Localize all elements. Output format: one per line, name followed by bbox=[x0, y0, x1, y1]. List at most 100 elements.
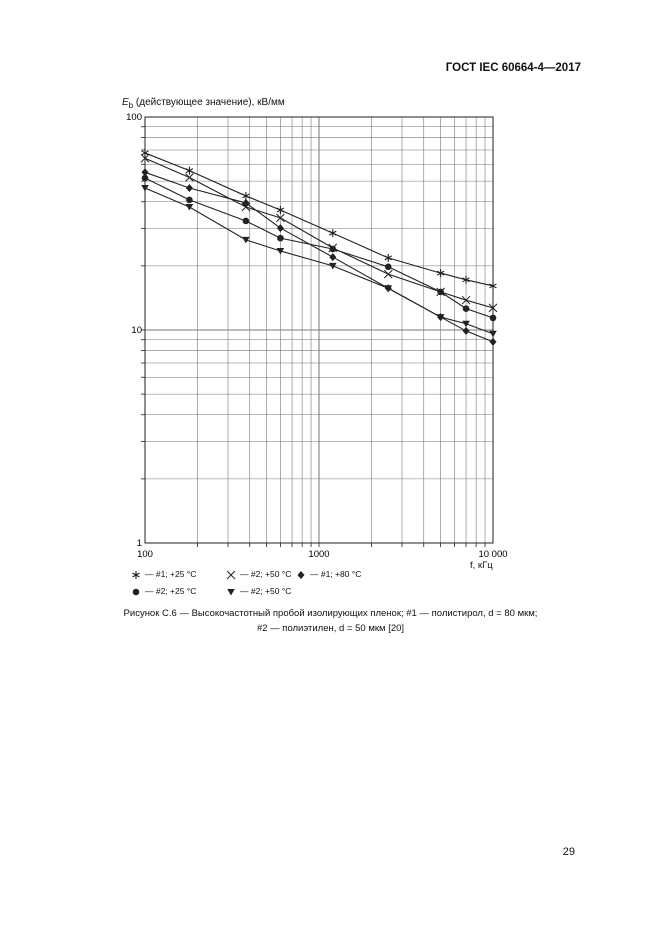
x-stroke bbox=[488, 303, 498, 313]
legend-marker-x-icon bbox=[226, 570, 236, 580]
legend-marker bbox=[132, 570, 140, 579]
legend-marker-diamond-icon bbox=[297, 570, 305, 579]
star-stroke bbox=[185, 168, 194, 174]
data-point-x bbox=[461, 295, 471, 305]
data-point-diamond bbox=[185, 184, 193, 193]
data-point-star bbox=[141, 148, 149, 157]
legend-marker bbox=[226, 570, 236, 580]
y-tick-label: 100 bbox=[126, 112, 142, 123]
triangle-shape bbox=[489, 330, 497, 338]
data-point-x bbox=[383, 269, 393, 279]
standard-header: ГОСТ IEC 60664-4—2017 bbox=[445, 62, 581, 74]
legend-marker-circle-icon bbox=[132, 588, 140, 596]
legend-marker-triangle-down-icon bbox=[227, 588, 235, 596]
diamond-shape bbox=[329, 253, 337, 262]
data-point-diamond bbox=[141, 168, 149, 177]
data-point-x bbox=[185, 173, 194, 182]
y-label-text: (действующее значение), кВ/мм bbox=[133, 97, 285, 108]
triangle-shape bbox=[227, 588, 235, 596]
data-point-circle bbox=[277, 234, 284, 242]
triangle-shape bbox=[276, 247, 285, 255]
legend-item: — #2; +50 °C bbox=[225, 586, 291, 597]
data-point-star bbox=[462, 275, 470, 284]
data-point-diamond bbox=[242, 198, 250, 207]
data-point-triangle-down bbox=[141, 185, 149, 192]
diamond-shape bbox=[462, 326, 470, 335]
legend-marker bbox=[227, 588, 235, 596]
caption-line-2: #2 — полиэтилен, d = 50 мкм [20] bbox=[256, 623, 405, 634]
legend-label: — #2; +50 °C bbox=[240, 569, 292, 579]
figure-caption: Рисунок С.6 — Высокочастотный пробой изо… bbox=[0, 606, 661, 636]
legend-marker-star-icon bbox=[132, 570, 140, 579]
data-point-circle bbox=[462, 305, 470, 312]
x-stroke bbox=[226, 570, 236, 580]
diamond-shape bbox=[185, 184, 193, 193]
x-stroke bbox=[185, 173, 194, 182]
y-tick-label: 10 bbox=[131, 325, 142, 336]
data-point-diamond bbox=[329, 253, 337, 262]
triangle-shape bbox=[328, 262, 337, 270]
data-point-star bbox=[185, 166, 194, 175]
legend-label: — #1; +80 °C bbox=[310, 569, 362, 579]
data-point-x bbox=[140, 153, 150, 163]
legend-label: — #1; +25 °C bbox=[145, 569, 197, 579]
data-point-triangle-down bbox=[462, 320, 470, 328]
caption-line-1: Рисунок С.6 — Высокочастотный пробой изо… bbox=[123, 608, 538, 619]
star-stroke bbox=[276, 207, 285, 213]
legend-item: — #1; +80 °C bbox=[295, 569, 361, 580]
circle-shape bbox=[132, 588, 140, 596]
circle-shape bbox=[329, 245, 337, 253]
triangle-shape bbox=[185, 203, 194, 211]
triangle-shape bbox=[141, 185, 149, 192]
circle-shape bbox=[489, 314, 497, 322]
star-stroke bbox=[384, 255, 392, 261]
x-stroke bbox=[140, 153, 150, 163]
data-point-triangle-down bbox=[242, 236, 250, 244]
diamond-shape bbox=[242, 198, 250, 207]
legend-marker bbox=[297, 570, 305, 579]
data-point-star bbox=[436, 269, 445, 278]
x-stroke bbox=[461, 295, 471, 305]
diamond-shape bbox=[276, 224, 284, 233]
circle-shape bbox=[437, 288, 444, 296]
legend-marker bbox=[132, 588, 140, 596]
data-point-circle bbox=[242, 217, 250, 225]
data-point-circle bbox=[329, 245, 337, 253]
y-label-subscript: b bbox=[128, 101, 134, 110]
triangle-shape bbox=[462, 320, 470, 328]
data-point-star bbox=[384, 253, 392, 262]
data-point-circle bbox=[186, 196, 193, 204]
triangle-shape bbox=[384, 285, 393, 292]
data-point-circle bbox=[437, 288, 444, 296]
data-point-star bbox=[276, 205, 285, 214]
data-point-x bbox=[276, 213, 285, 223]
data-point-x bbox=[488, 303, 498, 313]
x-stroke bbox=[383, 269, 393, 279]
circle-shape bbox=[141, 174, 149, 182]
page-number: 29 bbox=[562, 846, 575, 858]
data-point-star bbox=[242, 191, 250, 200]
x-tick-label: 100 bbox=[137, 549, 153, 560]
legend-item: — #2; +25 °C bbox=[130, 586, 196, 597]
data-point-triangle-down bbox=[436, 314, 445, 321]
data-point-triangle-down bbox=[384, 285, 393, 292]
star-stroke bbox=[436, 270, 445, 276]
legend-label: — #2; +50 °C bbox=[240, 586, 292, 596]
data-point-circle bbox=[489, 314, 497, 322]
circle-shape bbox=[277, 234, 284, 242]
star-stroke bbox=[462, 277, 470, 283]
circle-shape bbox=[242, 217, 250, 225]
data-point-circle bbox=[384, 263, 392, 271]
star-stroke bbox=[132, 572, 140, 578]
star-stroke bbox=[489, 283, 497, 289]
data-point-triangle-down bbox=[276, 247, 285, 255]
plot-frame bbox=[144, 116, 494, 544]
x-tick-label: 1000 bbox=[308, 549, 329, 560]
legend-label: — #2; +25 °C bbox=[145, 586, 197, 596]
data-point-diamond bbox=[462, 326, 470, 335]
y-tick-label: 1 bbox=[137, 538, 142, 549]
data-point-star bbox=[329, 229, 337, 238]
star-stroke bbox=[329, 230, 337, 236]
data-point-star bbox=[489, 281, 497, 290]
